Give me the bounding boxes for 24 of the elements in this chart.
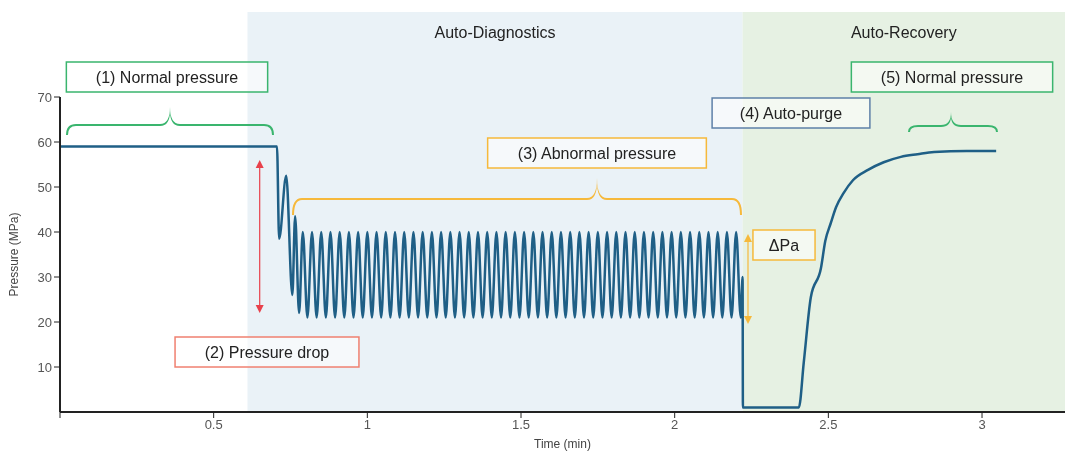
annotation: (2) Pressure drop bbox=[204, 344, 330, 361]
y-tick-label: 10 bbox=[37, 359, 52, 375]
x-tick-label: 3 bbox=[978, 417, 986, 433]
y-tick-label: 40 bbox=[37, 224, 52, 240]
y-tick-label: 70 bbox=[37, 89, 52, 105]
annotation: (4) Auto-purge bbox=[739, 105, 843, 122]
x-tick-label: 0.5 bbox=[204, 417, 223, 433]
line-series bbox=[60, 145, 998, 409]
x-tick-label: 1.5 bbox=[511, 417, 531, 433]
text: (1) Normal pressure bbox=[95, 69, 239, 86]
x-tick-label: 2.5 bbox=[819, 417, 838, 433]
y-axis-title: Pressure (MPa) bbox=[7, 212, 21, 297]
x-axis-title: Time (min) bbox=[534, 437, 591, 451]
x-tick-label: 2 bbox=[671, 417, 679, 433]
y-tick-label: 30 bbox=[37, 269, 52, 285]
annotation: ΔPa bbox=[768, 237, 800, 254]
annotation: (3) Abnormal pressure bbox=[517, 145, 677, 162]
y-tick-label: 60 bbox=[37, 134, 52, 150]
band-label: Auto-Diagnostics bbox=[434, 24, 556, 41]
y-tick-label: 20 bbox=[37, 314, 52, 330]
band-label: Auto-Recovery bbox=[850, 24, 957, 41]
y-tick-label: 50 bbox=[37, 179, 52, 195]
x-tick-label: 1 bbox=[363, 417, 371, 433]
text: (5) Normal pressure bbox=[880, 69, 1024, 86]
